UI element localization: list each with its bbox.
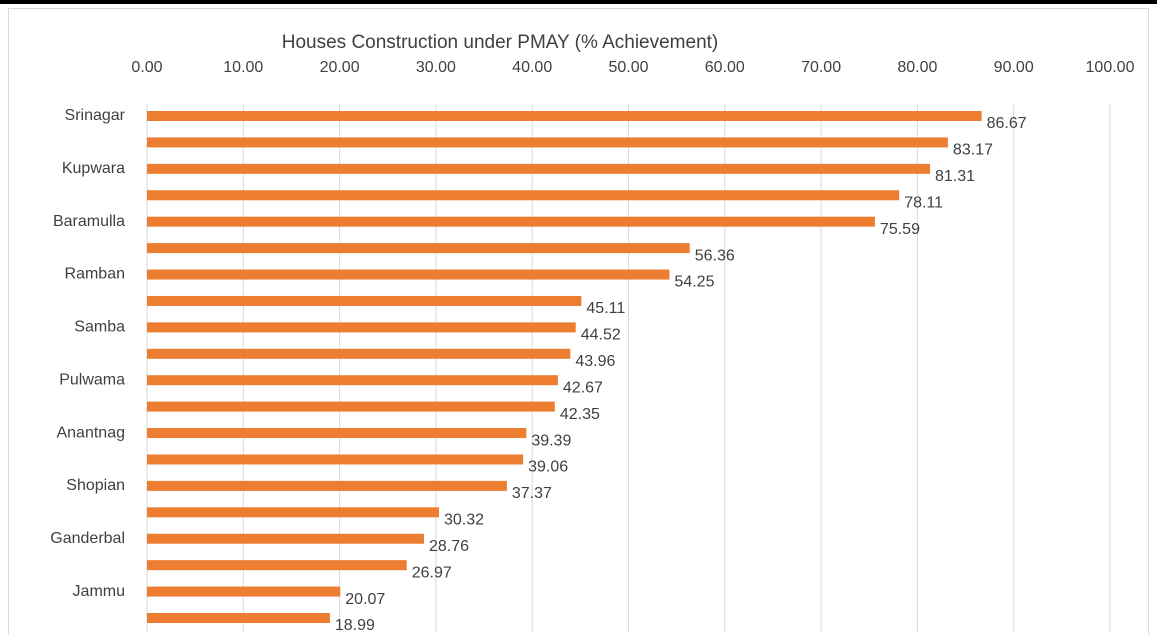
x-tick-label: 90.00 xyxy=(994,59,1034,76)
bar xyxy=(147,375,558,386)
bar xyxy=(147,480,507,491)
data-label: 78.11 xyxy=(904,194,943,211)
top-border xyxy=(0,0,1157,4)
data-label: 56.36 xyxy=(695,247,735,264)
data-label: 75.59 xyxy=(880,221,920,238)
bar xyxy=(147,243,690,254)
y-tick-label: Baramulla xyxy=(53,213,125,230)
chart-title: Houses Construction under PMAY (% Achiev… xyxy=(282,32,719,53)
x-tick-label: 0.00 xyxy=(131,59,162,76)
y-tick-label: Ganderbal xyxy=(50,530,125,547)
x-tick-label: 30.00 xyxy=(416,59,456,76)
data-label: 39.06 xyxy=(528,459,568,476)
y-tick-label: Jammu xyxy=(73,583,125,600)
chart-frame xyxy=(8,8,1149,635)
y-tick-label: Pulwama xyxy=(59,371,125,388)
y-tick-label: Kupwara xyxy=(62,160,125,177)
data-label: 30.32 xyxy=(444,512,484,529)
bar xyxy=(147,586,341,597)
bar xyxy=(147,190,900,201)
bar xyxy=(147,216,875,227)
x-tick-label: 60.00 xyxy=(705,59,745,76)
x-tick-label: 70.00 xyxy=(801,59,841,76)
bar xyxy=(147,322,576,333)
bar xyxy=(147,428,527,439)
data-label: 44.52 xyxy=(581,327,621,344)
bar xyxy=(147,454,524,465)
bar xyxy=(147,560,407,571)
data-label: 54.25 xyxy=(674,274,714,291)
y-tick-label: Anantnag xyxy=(56,424,125,441)
data-label: 81.31 xyxy=(935,168,975,185)
data-label: 26.97 xyxy=(412,564,452,581)
data-label: 86.67 xyxy=(987,115,1027,132)
data-label: 43.96 xyxy=(575,353,615,370)
bar xyxy=(147,401,555,412)
bar xyxy=(147,137,948,148)
y-tick-label: Ramban xyxy=(65,266,125,283)
bar xyxy=(147,269,670,280)
data-label: 45.11 xyxy=(586,300,625,317)
data-label: 20.07 xyxy=(345,591,385,608)
x-tick-label: 10.00 xyxy=(223,59,263,76)
data-label: 18.99 xyxy=(335,617,375,634)
bar xyxy=(147,507,439,518)
bar xyxy=(147,613,330,623)
data-label: 83.17 xyxy=(953,142,993,159)
data-label: 39.39 xyxy=(531,432,571,449)
x-tick-label: 50.00 xyxy=(608,59,648,76)
x-tick-label: 100.00 xyxy=(1086,59,1135,76)
bar xyxy=(147,533,424,544)
x-tick-label: 80.00 xyxy=(897,59,937,76)
bar xyxy=(147,111,982,121)
x-tick-label: 40.00 xyxy=(512,59,552,76)
data-label: 42.35 xyxy=(560,406,600,423)
x-tick-label: 20.00 xyxy=(320,59,360,76)
y-tick-label: Samba xyxy=(74,319,125,336)
data-label: 28.76 xyxy=(429,538,469,555)
bar xyxy=(147,348,571,359)
data-label: 42.67 xyxy=(563,379,603,396)
y-tick-label: Srinagar xyxy=(65,107,126,124)
data-label: 37.37 xyxy=(512,485,552,502)
bar xyxy=(147,163,931,174)
bar xyxy=(147,295,582,306)
y-tick-label: Shopian xyxy=(66,477,125,494)
